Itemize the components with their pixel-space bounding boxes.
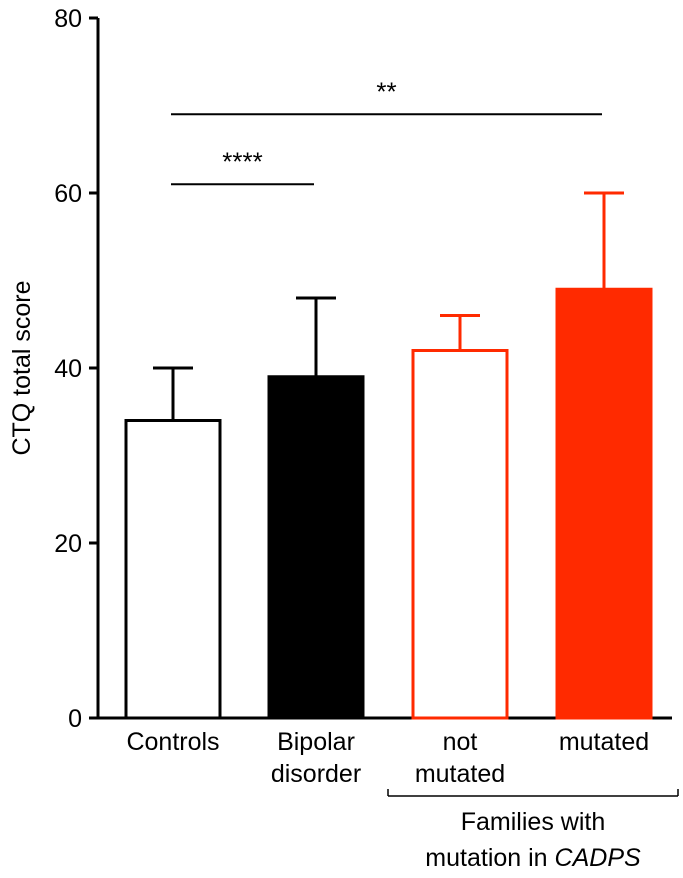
bar	[124, 419, 222, 720]
y-tick-label: 20	[54, 530, 82, 558]
y-tick-label: 0	[68, 705, 82, 733]
category-labels: Controls Bipolar disorder not mutated mutated	[126, 728, 649, 788]
category-label: mutated	[559, 728, 649, 756]
category-label: disorder	[271, 760, 361, 788]
significance-label: **	[376, 76, 396, 106]
category-label: Controls	[126, 728, 219, 756]
significance-label: ****	[222, 146, 262, 176]
group-label-prefix: mutation in	[425, 844, 554, 872]
group-label-gene: CADPS	[555, 844, 641, 872]
bar	[267, 375, 365, 720]
bar	[555, 287, 653, 720]
category-label: not	[443, 728, 478, 756]
bar	[411, 349, 509, 720]
y-axis-title: CTQ total score	[8, 280, 36, 455]
group-bracket: Families with mutation in CADPS	[387, 789, 679, 872]
bars	[124, 191, 653, 720]
y-tick-label: 60	[54, 180, 82, 208]
group-label-line2: mutation in CADPS	[425, 844, 641, 872]
category-label: mutated	[415, 760, 505, 788]
category-label: Bipolar	[277, 728, 355, 756]
y-tick-label: 80	[54, 5, 82, 33]
significance-brackets: ******	[171, 76, 602, 186]
group-label-line1: Families with	[461, 808, 605, 836]
y-tick-label: 40	[54, 355, 82, 383]
